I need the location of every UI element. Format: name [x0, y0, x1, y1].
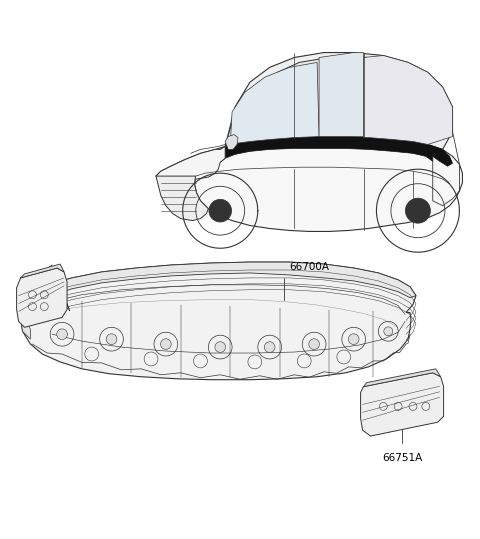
- Polygon shape: [21, 264, 64, 278]
- Polygon shape: [156, 176, 208, 220]
- Polygon shape: [21, 262, 416, 379]
- Text: 66751A: 66751A: [382, 453, 422, 463]
- Polygon shape: [225, 135, 238, 149]
- Polygon shape: [156, 147, 225, 179]
- Circle shape: [348, 334, 359, 344]
- Polygon shape: [27, 262, 416, 302]
- Polygon shape: [363, 369, 441, 386]
- Polygon shape: [225, 52, 453, 149]
- Circle shape: [160, 339, 171, 349]
- Circle shape: [215, 342, 226, 353]
- Polygon shape: [360, 373, 444, 436]
- Polygon shape: [218, 136, 433, 162]
- Circle shape: [384, 327, 393, 336]
- Circle shape: [406, 198, 431, 223]
- Circle shape: [57, 329, 67, 340]
- Polygon shape: [319, 52, 363, 136]
- Polygon shape: [17, 268, 67, 327]
- Polygon shape: [225, 57, 433, 147]
- Circle shape: [264, 342, 275, 353]
- Circle shape: [209, 199, 231, 222]
- Text: 66761A: 66761A: [30, 302, 71, 313]
- Polygon shape: [363, 56, 453, 144]
- Polygon shape: [156, 136, 462, 231]
- Circle shape: [106, 334, 117, 344]
- Polygon shape: [428, 144, 453, 166]
- Text: 66700A: 66700A: [289, 262, 329, 272]
- Circle shape: [309, 339, 320, 349]
- Polygon shape: [230, 63, 319, 147]
- Polygon shape: [21, 295, 30, 339]
